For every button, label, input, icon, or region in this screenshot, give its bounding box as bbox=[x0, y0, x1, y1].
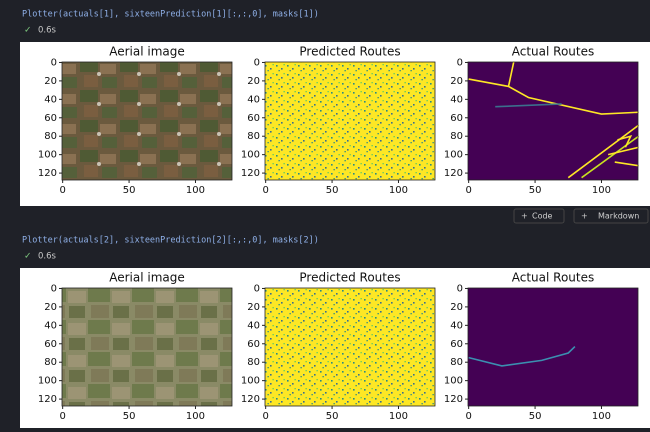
y-tick-label: 80 bbox=[247, 131, 260, 142]
add-markdown-label: Markdown bbox=[598, 212, 639, 221]
image bbox=[468, 62, 638, 180]
run-time: 0.6s bbox=[38, 26, 57, 36]
plus-icon: + bbox=[521, 212, 528, 221]
x-tick-label: 0 bbox=[262, 411, 268, 422]
add-code-label: Code bbox=[532, 212, 553, 221]
image bbox=[62, 288, 232, 406]
plot-title: Predicted Routes bbox=[299, 45, 400, 59]
x-tick-label: 100 bbox=[592, 185, 611, 196]
y-tick-label: 100 bbox=[38, 376, 57, 387]
y-tick-label: 80 bbox=[247, 357, 260, 368]
y-tick-label: 100 bbox=[38, 150, 57, 161]
x-tick-label: 0 bbox=[59, 185, 65, 196]
y-tick-label: 120 bbox=[444, 394, 463, 405]
x-tick-label: 100 bbox=[186, 185, 205, 196]
x-tick-label: 50 bbox=[326, 411, 339, 422]
x-tick-label: 100 bbox=[389, 185, 408, 196]
y-tick-label: 100 bbox=[241, 150, 260, 161]
plot-title: Actual Routes bbox=[512, 271, 595, 285]
y-tick-label: 40 bbox=[44, 320, 57, 331]
x-tick-label: 50 bbox=[123, 185, 136, 196]
notebook: Plotter(actuals[1], sixteenPrediction[1]… bbox=[0, 0, 650, 428]
image bbox=[468, 288, 638, 406]
plot-title: Aerial image bbox=[109, 45, 185, 59]
image bbox=[265, 288, 435, 406]
y-tick-label: 0 bbox=[254, 283, 260, 294]
y-tick-label: 60 bbox=[44, 339, 57, 350]
y-tick-label: 20 bbox=[247, 76, 260, 87]
y-tick-label: 100 bbox=[444, 376, 463, 387]
y-tick-label: 0 bbox=[51, 57, 57, 68]
x-tick-label: 50 bbox=[529, 185, 542, 196]
y-tick-label: 40 bbox=[44, 94, 57, 105]
x-tick-label: 100 bbox=[592, 411, 611, 422]
y-tick-label: 100 bbox=[241, 376, 260, 387]
y-tick-label: 40 bbox=[247, 320, 260, 331]
y-tick-label: 80 bbox=[44, 131, 57, 142]
y-tick-label: 0 bbox=[51, 283, 57, 294]
run-time: 0.6s bbox=[38, 252, 57, 262]
x-tick-label: 50 bbox=[326, 185, 339, 196]
image bbox=[265, 62, 435, 180]
y-tick-label: 120 bbox=[38, 394, 57, 405]
y-tick-label: 120 bbox=[241, 168, 260, 179]
y-tick-label: 80 bbox=[44, 357, 57, 368]
y-tick-label: 60 bbox=[247, 113, 260, 124]
y-tick-label: 0 bbox=[457, 283, 463, 294]
y-tick-label: 120 bbox=[38, 168, 57, 179]
y-tick-label: 60 bbox=[44, 113, 57, 124]
x-tick-label: 100 bbox=[389, 411, 408, 422]
plot-title: Predicted Routes bbox=[299, 271, 400, 285]
y-tick-label: 120 bbox=[241, 394, 260, 405]
y-tick-label: 60 bbox=[247, 339, 260, 350]
y-tick-label: 20 bbox=[247, 302, 260, 313]
y-tick-label: 20 bbox=[44, 302, 57, 313]
plus-icon: + bbox=[581, 212, 588, 221]
y-tick-label: 0 bbox=[254, 57, 260, 68]
x-tick-label: 0 bbox=[262, 185, 268, 196]
run-check: ✓ bbox=[24, 26, 32, 36]
cell-code: Plotter(actuals[2], sixteenPrediction[2]… bbox=[22, 236, 319, 246]
run-check: ✓ bbox=[24, 252, 32, 262]
y-tick-label: 20 bbox=[450, 76, 463, 87]
x-tick-label: 0 bbox=[59, 411, 65, 422]
y-tick-label: 60 bbox=[450, 113, 463, 124]
page: {"cells":[ {"code":"Plotter(actuals[1], … bbox=[0, 0, 650, 428]
y-tick-label: 20 bbox=[44, 76, 57, 87]
x-tick-label: 50 bbox=[123, 411, 136, 422]
x-tick-label: 50 bbox=[529, 411, 542, 422]
y-tick-label: 100 bbox=[444, 150, 463, 161]
y-tick-label: 120 bbox=[444, 168, 463, 179]
x-tick-label: 100 bbox=[186, 411, 205, 422]
y-tick-label: 40 bbox=[450, 94, 463, 105]
x-tick-label: 0 bbox=[465, 185, 471, 196]
plot-title: Actual Routes bbox=[512, 45, 595, 59]
y-tick-label: 80 bbox=[450, 357, 463, 368]
y-tick-label: 40 bbox=[247, 94, 260, 105]
y-tick-label: 20 bbox=[450, 302, 463, 313]
cell-code: Plotter(actuals[1], sixteenPrediction[1]… bbox=[22, 10, 319, 20]
plot-title: Aerial image bbox=[109, 271, 185, 285]
y-tick-label: 40 bbox=[450, 320, 463, 331]
image bbox=[62, 62, 232, 180]
y-tick-label: 0 bbox=[457, 57, 463, 68]
y-tick-label: 80 bbox=[450, 131, 463, 142]
y-tick-label: 60 bbox=[450, 339, 463, 350]
x-tick-label: 0 bbox=[465, 411, 471, 422]
